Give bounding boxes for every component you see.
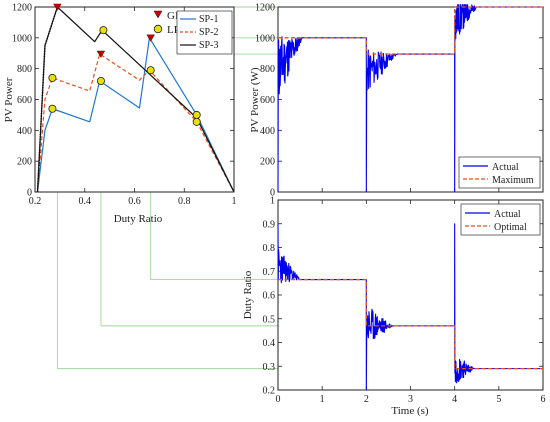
y-tick-label: 0.9	[263, 219, 276, 230]
x-tick-label: 0.2	[29, 196, 42, 207]
y-tick-label: 600	[260, 95, 275, 106]
duty-ratio-optimal-line	[278, 278, 543, 370]
lp-legend-label: LP	[167, 24, 180, 36]
lp-marker	[48, 104, 57, 113]
pv-curve-xlabel: Duty Ratio	[114, 213, 163, 225]
y-tick-label: 800	[260, 64, 275, 75]
x-tick-label: 1	[232, 196, 237, 207]
duty-ratio-time-chart: 0.2 0.3 0.4 0.5 0.6 0.7 0.8 0.9 1 0 1 2 3 4 5 6 Time (s…	[242, 196, 546, 418]
lp-marker	[96, 77, 105, 86]
x-tick-label: 5	[496, 394, 501, 405]
y-tick-label: 0.2	[263, 386, 276, 397]
lp-marker	[146, 66, 155, 75]
y-tick-label: 1	[270, 196, 275, 207]
x-tick-label: 0	[276, 394, 281, 405]
x-tick-label: 4	[452, 394, 457, 405]
lp-marker	[192, 117, 201, 126]
pv-curve-chart: 0 200 400 600 800 1000 1200 0.2 0.4 0.6 0.8 1 Duty …	[3, 3, 237, 226]
pv-power-time-chart: 0 200 400 600 800 1000 1200 PV Power (W) Actua…	[249, 3, 544, 199]
y-tick-label: 0.5	[263, 314, 276, 325]
y-tick-label: 1000	[12, 33, 32, 44]
pv-curve-ylabel: PV Power	[3, 77, 15, 122]
gp-legend-marker	[153, 10, 163, 19]
duty-ratio-legend-box	[460, 203, 541, 236]
x-tick-label: 2	[364, 394, 369, 405]
y-tick-label: 0.4	[263, 338, 276, 349]
series-legend: SP-1 SP-2 SP-3	[176, 10, 233, 55]
duty-ratio-ylabel: Duty Ratio	[242, 270, 254, 319]
x-tick-label: 3	[408, 394, 413, 405]
y-tick-label: 200	[260, 157, 275, 168]
actual-legend-label: Actual	[492, 162, 519, 173]
lp-marker	[99, 26, 108, 35]
sp2-legend-label: SP-2	[199, 27, 218, 38]
lp-legend-marker	[153, 24, 163, 34]
pv-power-actual-line	[277, 4, 543, 193]
gp-marker	[53, 3, 62, 11]
y-tick-label: 0.3	[263, 362, 276, 373]
y-tick-label: 400	[260, 126, 275, 137]
y-tick-label: 800	[17, 64, 32, 75]
gp-marker	[96, 50, 106, 59]
lp-marker	[48, 73, 57, 82]
y-tick-label: 400	[17, 126, 32, 137]
x-tick-label: 1	[320, 394, 325, 405]
pv-power-legend: Actual Maximum	[458, 156, 541, 189]
maximum-legend-label: Maximum	[492, 175, 534, 186]
x-tick-label: 6	[541, 394, 546, 405]
x-tick-label: 0.8	[178, 196, 191, 207]
y-tick-label: 200	[17, 157, 32, 168]
sp3-legend-label: SP-3	[199, 40, 218, 51]
y-tick-label: 1200	[255, 3, 275, 14]
lp-marker	[192, 110, 201, 119]
x-tick-label: 0.6	[128, 196, 141, 207]
pv-power-maximum-line	[278, 6, 543, 55]
x-tick-label: 0.4	[79, 196, 92, 207]
y-tick-label: 0.8	[263, 243, 276, 254]
sp1-legend-label: SP-1	[199, 14, 218, 25]
duty-ratio-xlabel: Time (s)	[391, 405, 429, 417]
y-tick-label: 0.7	[263, 267, 276, 278]
pv-power-legend-box	[458, 156, 541, 189]
y-tick-label: 0	[270, 188, 275, 199]
y-tick-label: 1000	[255, 33, 275, 44]
pv-series-sp-2	[36, 53, 235, 193]
y-tick-label: 1200	[12, 3, 32, 14]
y-tick-label: 600	[17, 95, 32, 106]
pv-power-ylabel: PV Power (W)	[249, 67, 261, 133]
optimal-legend-label: Optimal	[494, 222, 527, 233]
duty-ratio-legend: Actual Optimal	[460, 203, 541, 236]
y-tick-label: 0	[27, 188, 32, 199]
y-tick-label: 0.6	[263, 291, 276, 302]
actual2-legend-label: Actual	[494, 209, 521, 220]
gp-marker	[146, 34, 155, 42]
